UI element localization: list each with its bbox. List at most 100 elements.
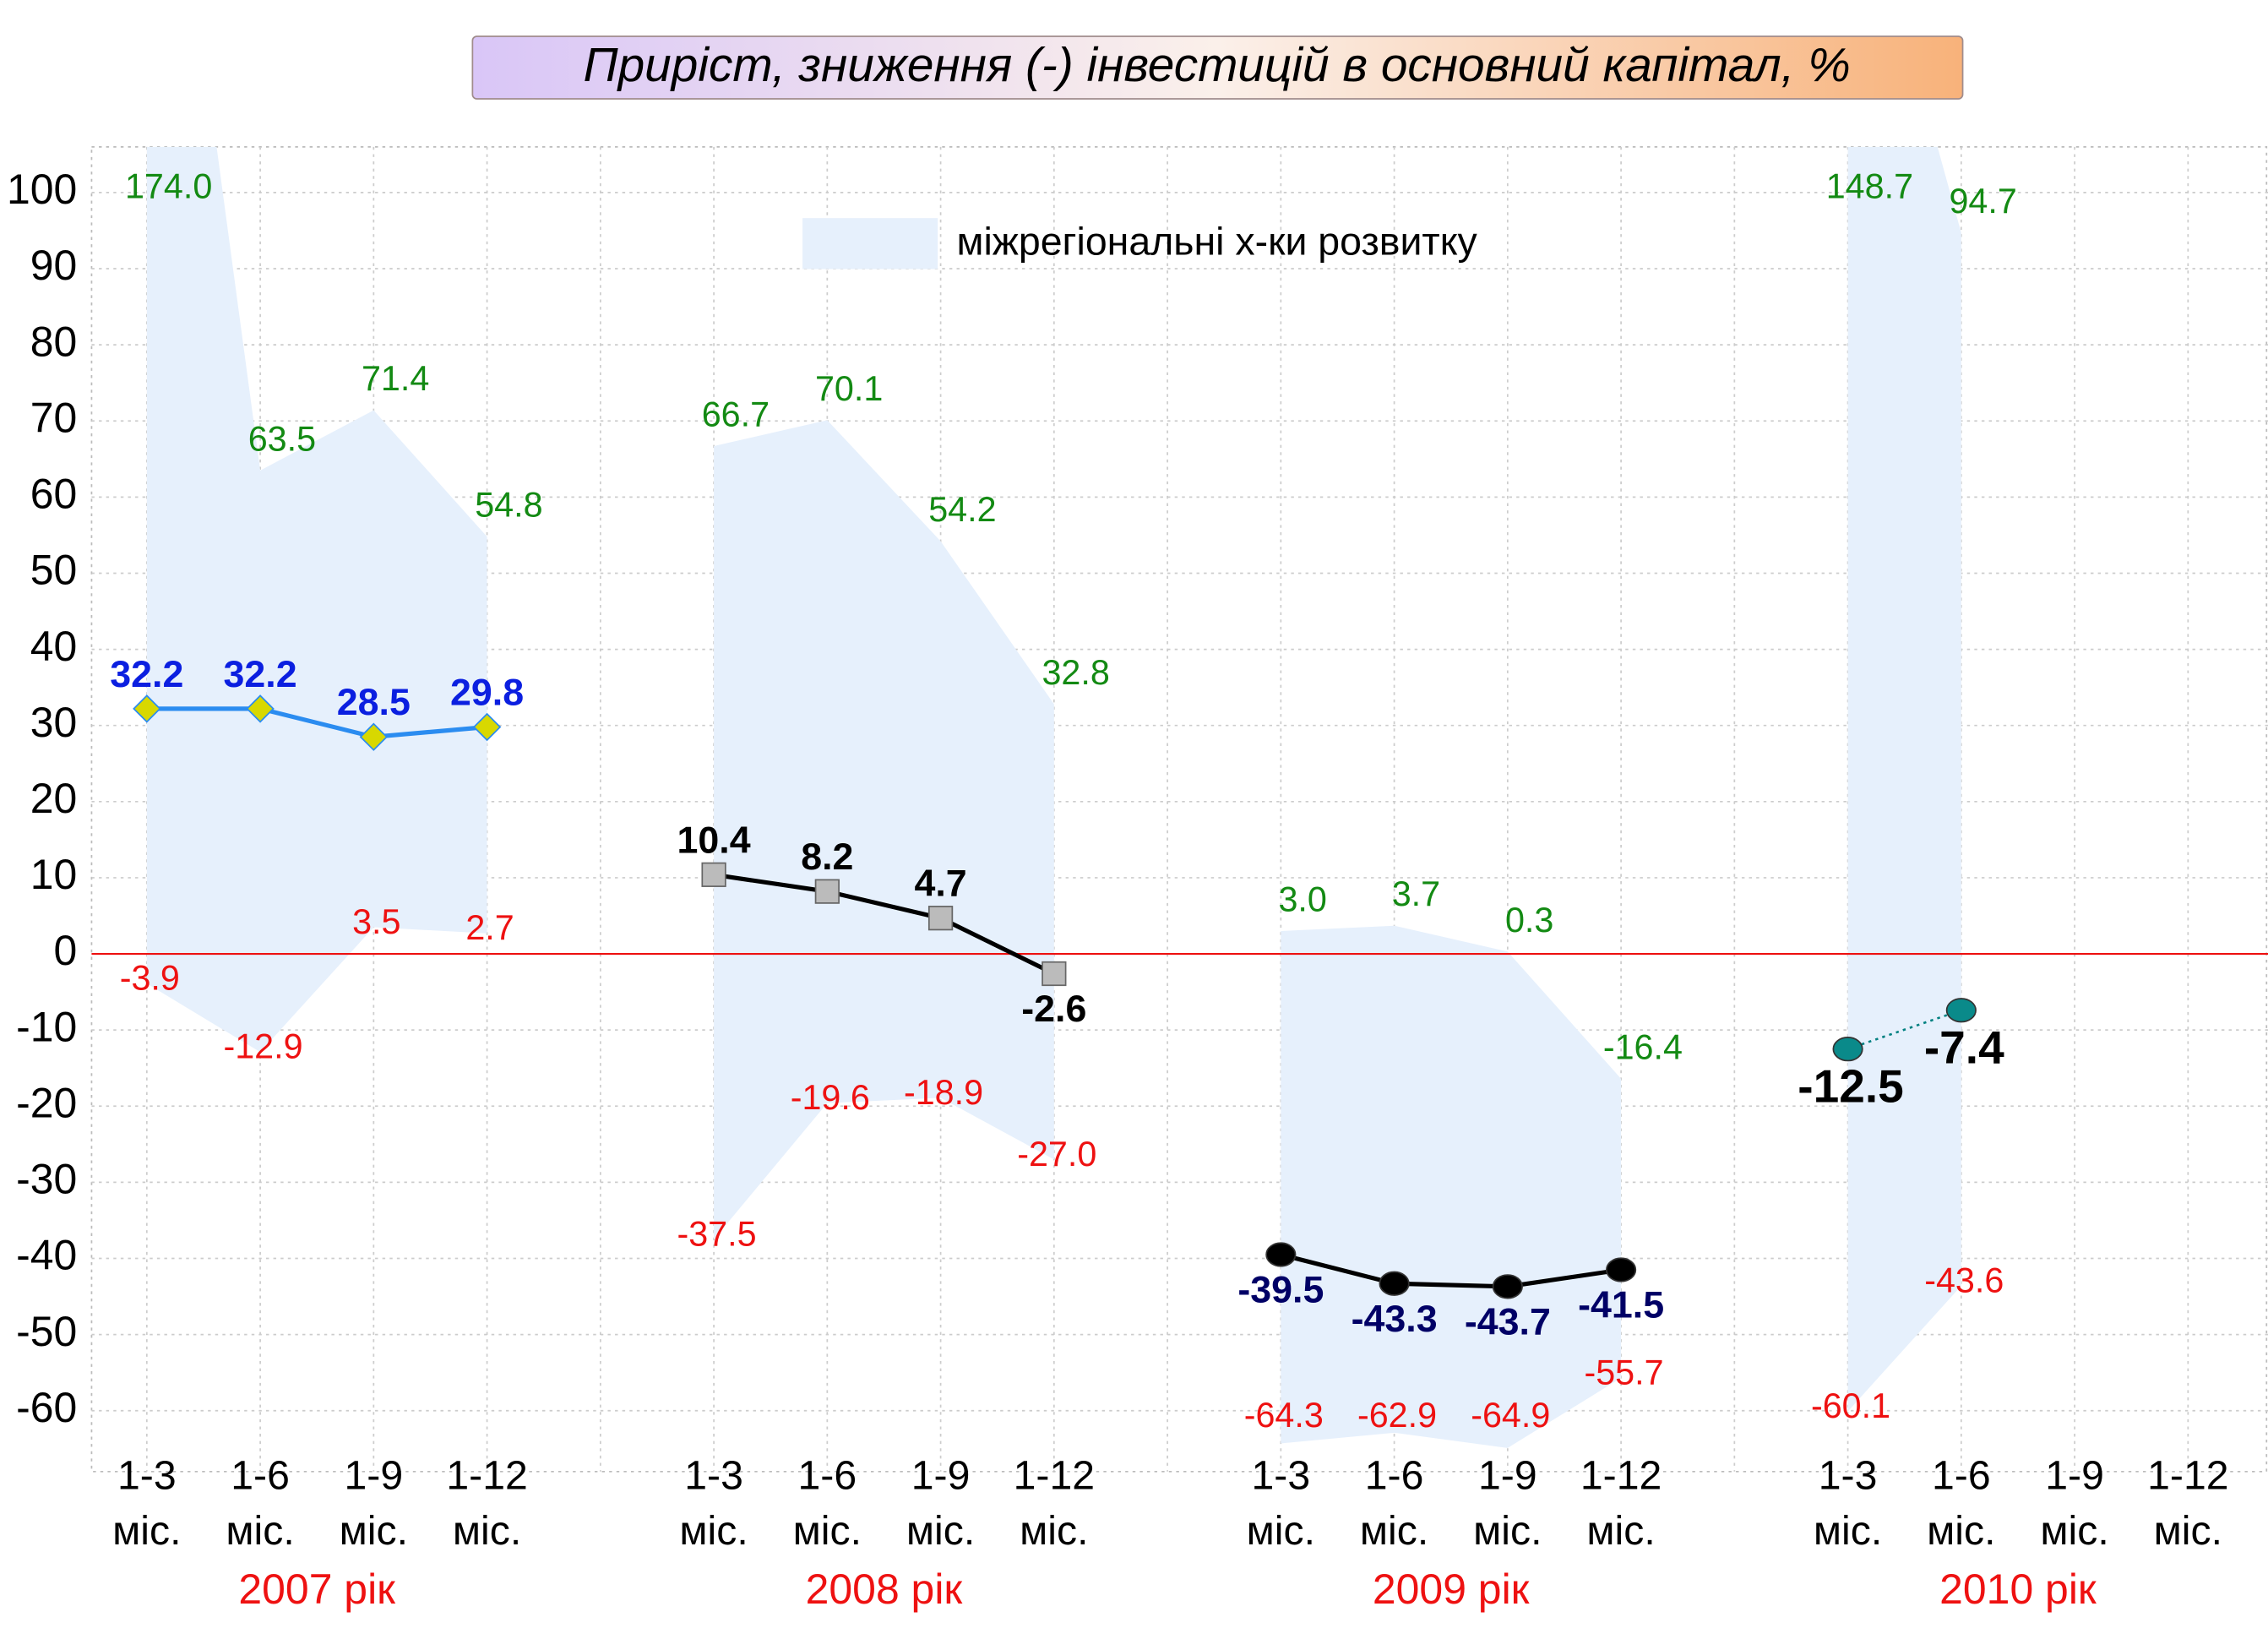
band-upper-label: 94.7 — [1949, 182, 2016, 221]
data-label: -2.6 — [1021, 988, 1086, 1030]
x-tick-box: 1-6 міс. — [226, 1452, 294, 1553]
x-tick-label: 1-9 міс. — [1473, 1452, 1542, 1554]
band-upper-label: 54.8 — [475, 486, 542, 525]
series-line — [713, 872, 1055, 976]
x-tick-label: 1-3 міс. — [1246, 1452, 1315, 1554]
data-label: -43.7 — [1465, 1300, 1551, 1342]
y-tick-label: 40 — [30, 623, 78, 670]
x-tick-box: 1-6 міс. — [1927, 1452, 1996, 1554]
marker — [133, 694, 161, 723]
chart-title: Приріст, зниження (-) інвестицій в основ… — [583, 39, 1850, 92]
y-tick-label: -30 — [16, 1156, 77, 1203]
band-upper-label: 70.1 — [815, 369, 883, 408]
data-label: 28.5 — [337, 681, 411, 723]
band-lower-label: -43.6 — [1924, 1261, 2004, 1299]
range-band — [146, 146, 487, 1053]
plot-area — [90, 145, 2268, 1473]
marker — [1945, 998, 1977, 1023]
x-tick-label: 1-9 міс. — [906, 1452, 976, 1554]
legend-label: міжрегіональні х-ки розвитку — [957, 219, 1478, 263]
band-lower-label: -37.5 — [677, 1214, 756, 1253]
x-tick-label: 1-3 міс. — [112, 1452, 182, 1554]
band-upper-label: -16.4 — [1603, 1027, 1683, 1066]
marker — [246, 694, 275, 723]
marker — [701, 862, 726, 887]
y-tick-label: 50 — [30, 547, 78, 594]
group-label: 2007 рік — [238, 1566, 396, 1613]
x-tick-box: 1-3 міс. — [679, 1452, 748, 1554]
y-tick-label: -50 — [16, 1308, 77, 1355]
marker — [1042, 961, 1067, 987]
x-tick-box: 1-12 міс. — [446, 1452, 528, 1554]
x-tick-box: 1-3 міс. — [1814, 1452, 1882, 1553]
marker — [359, 722, 389, 751]
band-lower-label: -55.7 — [1584, 1353, 1663, 1391]
range-band — [1847, 146, 1961, 1412]
x-tick-label: 1-12 міс. — [1580, 1452, 1662, 1554]
x-tick-label: 1-12 міс. — [1013, 1452, 1096, 1554]
data-label: -7.4 — [1924, 1021, 2004, 1073]
x-tick-label: 1-6 міс. — [1927, 1452, 1996, 1554]
x-tick-label: 1-9 міс. — [339, 1452, 408, 1554]
x-tick-box: 1-12 міс. — [1013, 1452, 1096, 1554]
x-tick-box: 1-3 міс. — [1246, 1452, 1315, 1554]
data-label: 10.4 — [677, 819, 751, 861]
band-lower-label: -3.9 — [120, 959, 180, 998]
data-label: 4.7 — [914, 863, 966, 905]
band-lower-label: 3.5 — [352, 902, 400, 941]
band-lower-label: -60.1 — [1811, 1386, 1890, 1425]
x-tick-box: 1-6 міс. — [792, 1452, 862, 1554]
group-label: 2008 рік — [806, 1566, 964, 1613]
x-tick-label: 1-3 міс. — [679, 1452, 748, 1554]
range-band — [714, 420, 1054, 1239]
y-tick-label: -10 — [16, 1003, 77, 1050]
band-upper-label: 71.4 — [362, 359, 429, 398]
band-upper-label: 63.5 — [248, 419, 316, 458]
marker — [814, 879, 840, 904]
marker — [472, 712, 502, 742]
data-label: 29.8 — [450, 671, 524, 713]
band-lower-label: -18.9 — [904, 1073, 983, 1112]
y-tick-label: 100 — [7, 166, 77, 213]
y-tick-label: 0 — [53, 927, 77, 974]
band-lower-label: -64.9 — [1471, 1396, 1550, 1435]
band-lower-label: 2.7 — [465, 908, 514, 947]
x-tick-box: 1-6 міс. — [1359, 1452, 1429, 1554]
band-upper-label: 174.0 — [125, 167, 212, 206]
legend-swatch — [802, 218, 938, 270]
group-label: 2009 рік — [1373, 1566, 1531, 1613]
y-tick-label: 70 — [30, 394, 78, 441]
data-label: -41.5 — [1578, 1284, 1664, 1326]
data-label: 32.2 — [224, 653, 297, 695]
x-tick-label: 1-6 міс. — [792, 1452, 862, 1554]
y-tick-label: 90 — [30, 242, 78, 289]
group-label: 2010 рік — [1939, 1566, 2097, 1613]
band-upper-label: 3.0 — [1278, 879, 1326, 918]
y-tick-label: 20 — [30, 775, 78, 822]
band-lower-label: -12.9 — [223, 1027, 302, 1066]
x-tick-box: 1-3 міс. — [112, 1452, 182, 1554]
y-tick-label: -40 — [16, 1232, 77, 1279]
plot-clip — [146, 146, 1961, 1448]
marker — [927, 906, 954, 931]
band-upper-label: 148.7 — [1826, 167, 1913, 206]
data-label: 32.2 — [110, 653, 183, 695]
data-label: -12.5 — [1798, 1059, 1904, 1112]
data-label: 8.2 — [801, 836, 853, 878]
band-upper-label: 54.2 — [928, 490, 996, 529]
x-tick-label: 1-6 міс. — [1359, 1452, 1429, 1554]
x-tick-box: 1-12 міс. — [2147, 1452, 2229, 1554]
x-tick-label: 1-9 міс. — [2040, 1452, 2109, 1554]
marker — [1265, 1242, 1297, 1267]
x-tick-label: 1-12 міс. — [2147, 1452, 2229, 1554]
x-tick-box: 1-9 міс. — [1473, 1452, 1542, 1554]
y-tick-label: 10 — [30, 851, 78, 898]
series-line — [1847, 1009, 1962, 1050]
band-lower-label: -64.3 — [1244, 1396, 1324, 1435]
y-tick-label: -20 — [16, 1079, 77, 1126]
band-lower-label: -27.0 — [1017, 1135, 1096, 1174]
marker — [1606, 1257, 1637, 1282]
series-line — [146, 706, 487, 739]
x-tick-label: 1-12 міс. — [446, 1452, 528, 1554]
